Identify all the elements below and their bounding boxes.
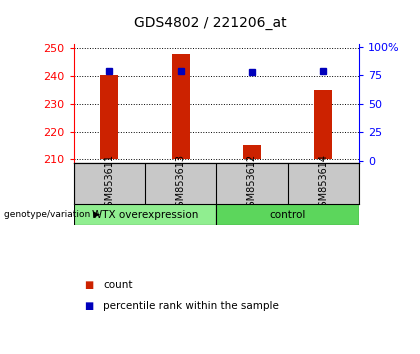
- Bar: [315, 90, 332, 159]
- Text: GSM853611: GSM853611: [104, 154, 114, 213]
- Text: GSM853614: GSM853614: [318, 154, 328, 213]
- Bar: [100, 75, 118, 159]
- Bar: [172, 54, 189, 159]
- Bar: [243, 145, 261, 159]
- Bar: [74, 204, 216, 225]
- Text: percentile rank within the sample: percentile rank within the sample: [103, 301, 279, 311]
- Text: WTX overexpression: WTX overexpression: [92, 210, 198, 219]
- Text: control: control: [270, 210, 306, 219]
- Text: count: count: [103, 280, 132, 290]
- Text: GDS4802 / 221206_at: GDS4802 / 221206_at: [134, 16, 286, 30]
- Text: ■: ■: [84, 301, 93, 311]
- Text: ■: ■: [84, 280, 93, 290]
- Text: GSM853613: GSM853613: [176, 154, 186, 213]
- Text: genotype/variation ▶: genotype/variation ▶: [4, 210, 100, 219]
- Text: GSM853612: GSM853612: [247, 154, 257, 213]
- Bar: [216, 204, 359, 225]
